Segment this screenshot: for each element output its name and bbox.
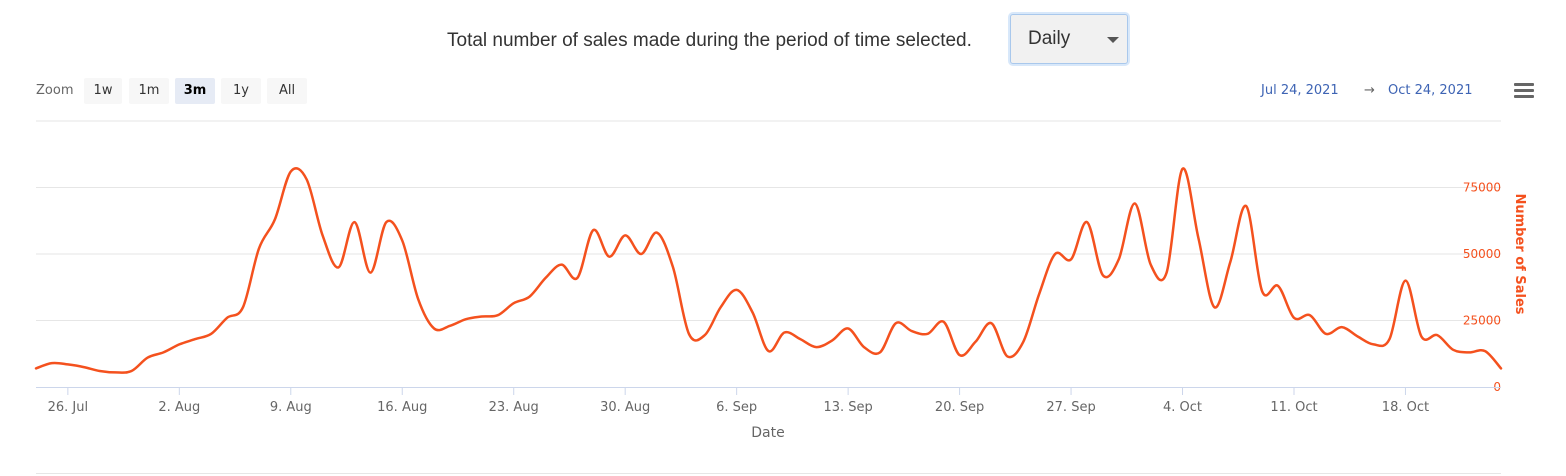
x-tick-label: 23. Aug	[489, 400, 539, 415]
range-from-input[interactable]: Jul 24, 2021	[1261, 83, 1339, 98]
x-tick-label: 20. Sep	[935, 400, 984, 415]
caret-down-icon	[1107, 37, 1119, 43]
chart-description: Total number of sales made during the pe…	[447, 30, 972, 51]
x-tick-label: 18. Oct	[1382, 400, 1429, 415]
x-tick-label: 2. Aug	[158, 400, 200, 415]
range-arrow: →	[1364, 83, 1375, 98]
y-tick-label: 75000	[1463, 181, 1501, 195]
zoom-button-1w[interactable]: 1w	[84, 78, 122, 104]
x-tick-label: 13. Sep	[823, 400, 872, 415]
x-tick-label: 4. Oct	[1163, 400, 1202, 415]
period-select[interactable]: Daily	[1010, 14, 1128, 64]
y-tick-label: 25000	[1463, 314, 1501, 328]
series-line	[34, 167, 1503, 374]
zoom-button-1y[interactable]: 1y	[221, 78, 261, 104]
x-tick-label: 6. Sep	[716, 400, 757, 415]
x-axis-title: Date	[751, 425, 784, 441]
y-tick-label: 50000	[1463, 247, 1501, 261]
x-tick-label: 26. Jul	[48, 400, 89, 415]
zoom-button-3m[interactable]: 3m	[175, 78, 215, 104]
zoom-button-1m[interactable]: 1m	[129, 78, 169, 104]
x-tick-label: 30. Aug	[600, 400, 650, 415]
x-tick-label: 16. Aug	[377, 400, 427, 415]
header-row: Total number of sales made during the pe…	[0, 13, 1566, 67]
x-tick-label: 11. Oct	[1270, 400, 1317, 415]
x-tick-label: 27. Sep	[1046, 400, 1095, 415]
zoom-button-all[interactable]: All	[267, 78, 307, 104]
x-tick-label: 9. Aug	[270, 400, 312, 415]
navigator-border	[36, 473, 1501, 474]
hamburger-menu-icon[interactable]	[1514, 83, 1534, 99]
zoom-label: Zoom	[36, 83, 74, 98]
period-select-value: Daily	[1028, 28, 1071, 49]
y-axis-title: Number of Sales	[1512, 194, 1527, 315]
range-to-input[interactable]: Oct 24, 2021	[1388, 83, 1473, 98]
